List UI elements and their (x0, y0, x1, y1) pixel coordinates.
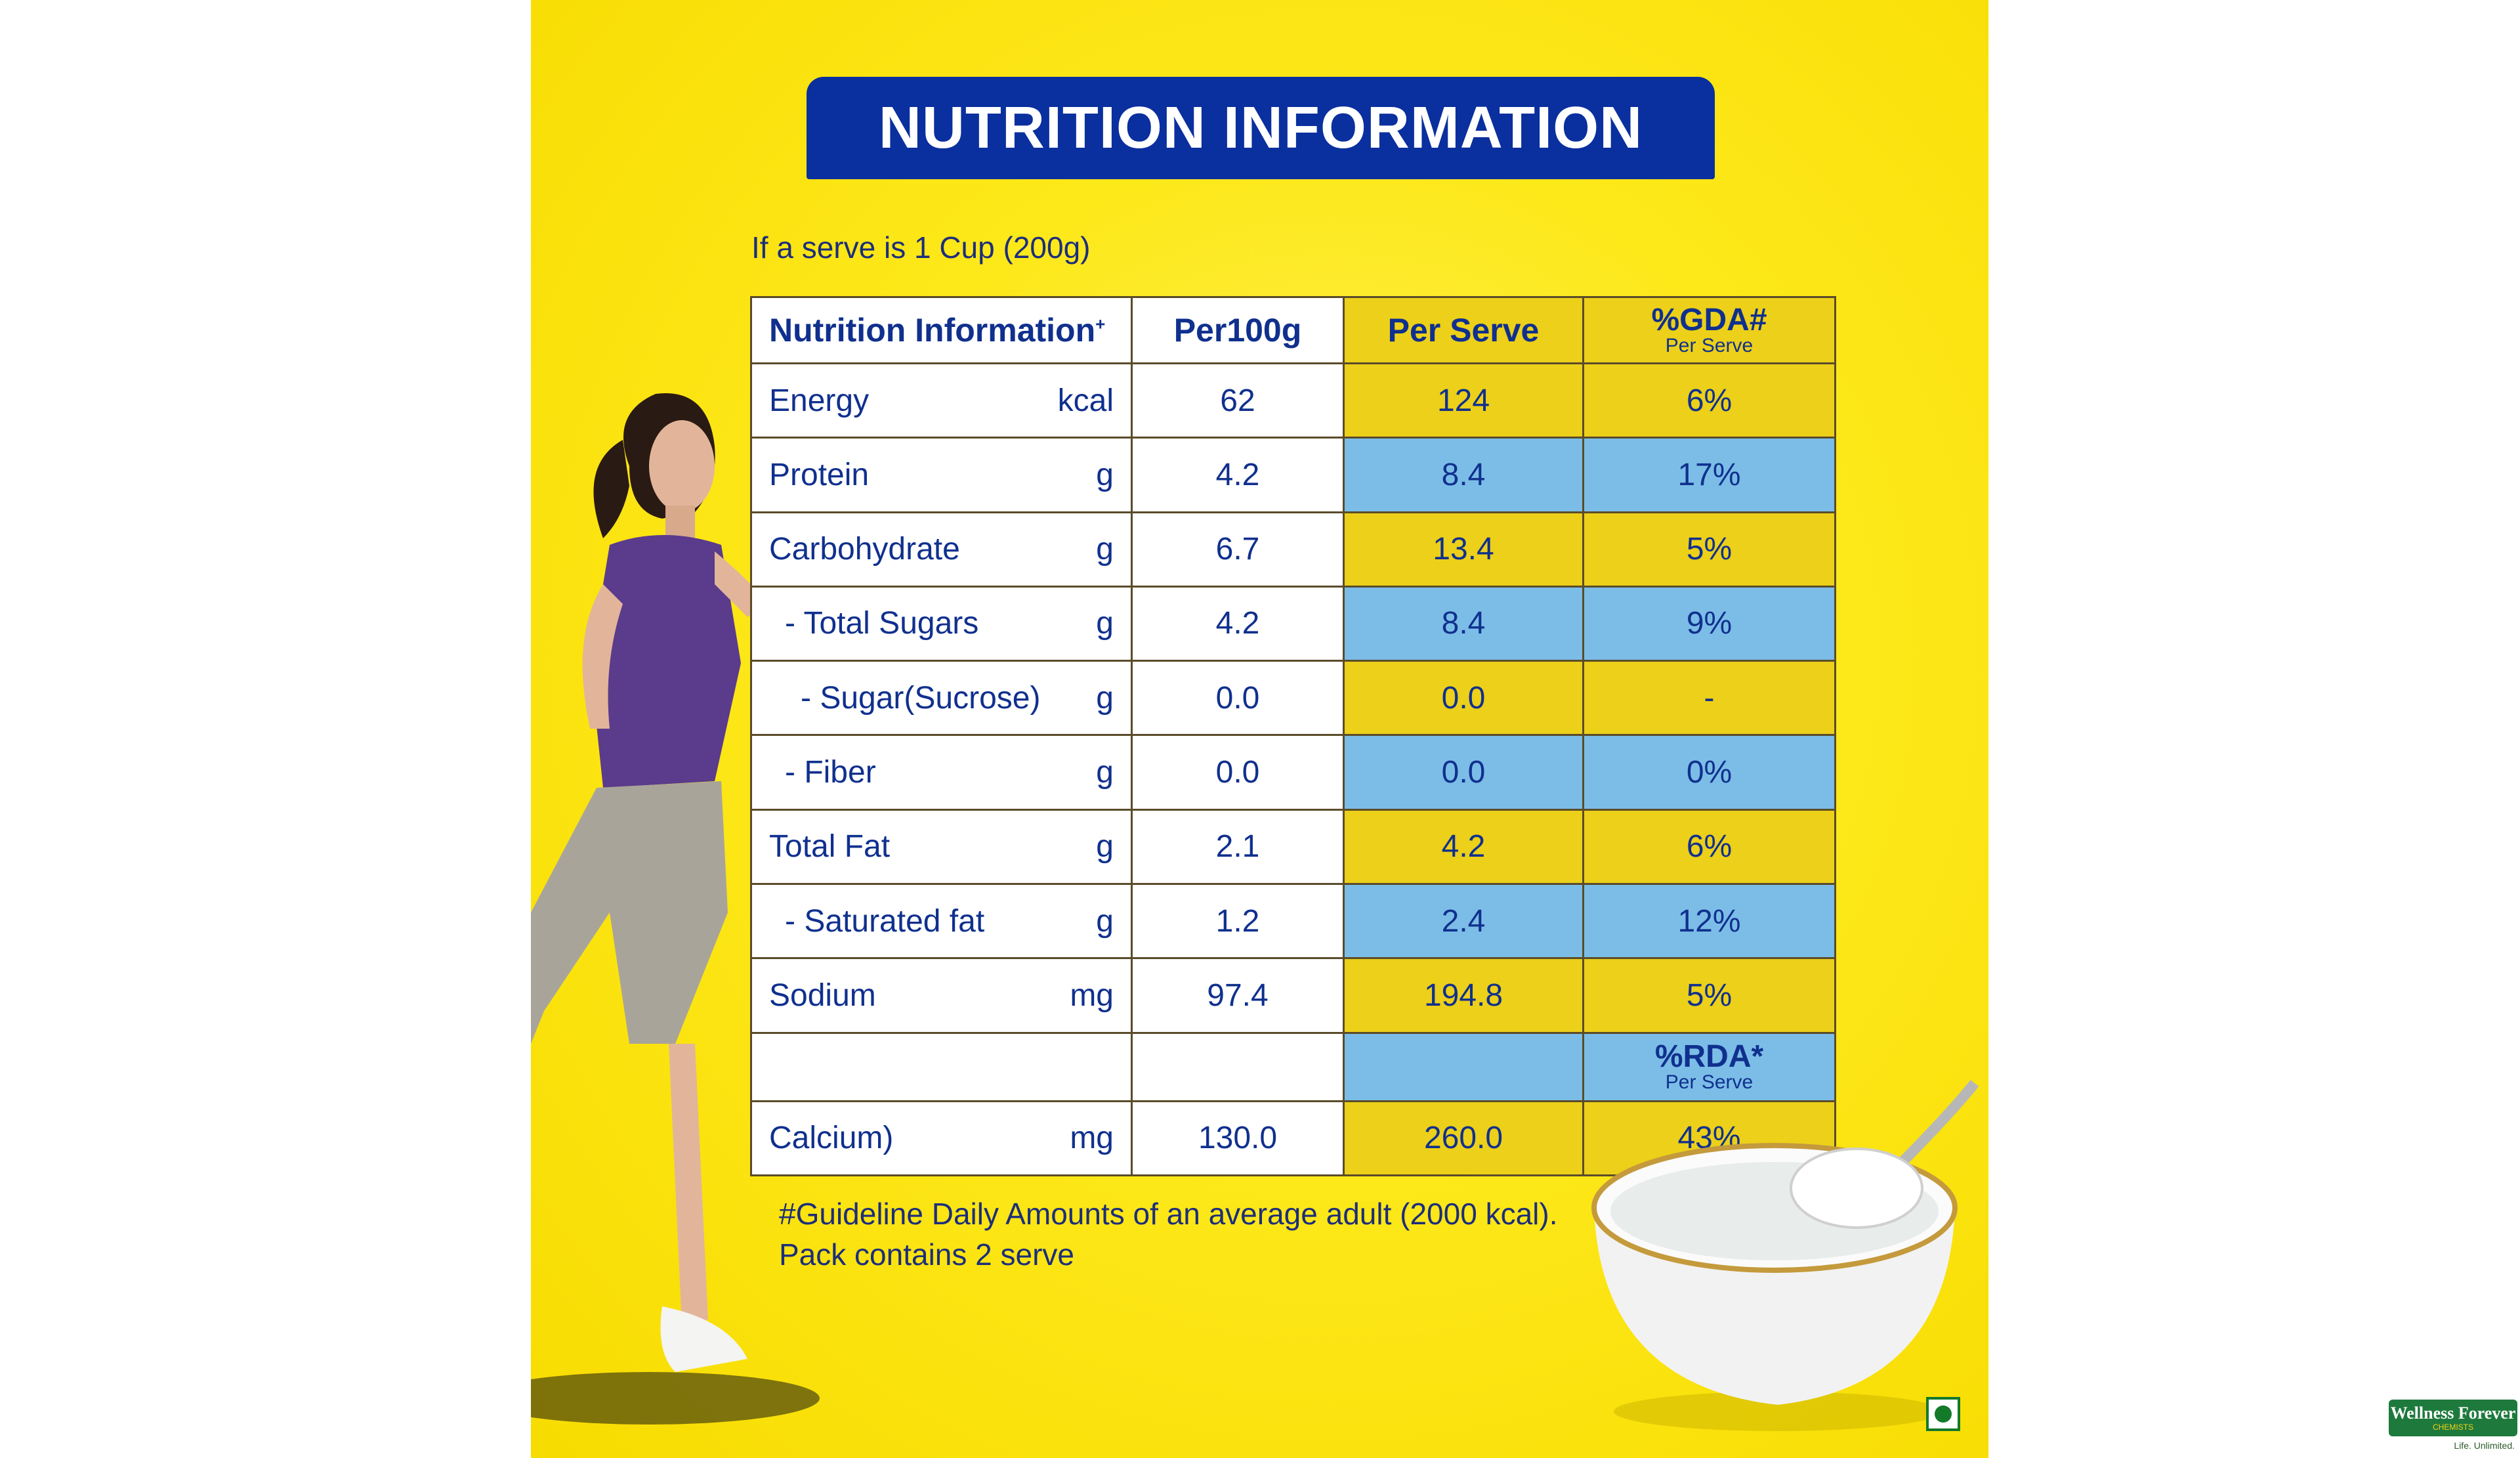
woman-running-image (531, 393, 820, 1425)
nutrient-unit: g (1096, 457, 1114, 492)
product-panel: NUTRITION INFORMATION If a serve is 1 Cu… (531, 0, 1988, 1458)
nutrient-name: Protein (769, 457, 870, 492)
table-row: Total Fat g 2.1 4.2 6% (750, 808, 1836, 886)
rda-header-row: %RDA* Per Serve (750, 1031, 1836, 1102)
table-row: - Total Sugars g 4.2 8.4 9% (750, 585, 1836, 662)
footnote-gda: #Guideline Daily Amounts of an average a… (779, 1197, 1558, 1231)
table-header-row: Nutrition Information+ Per100g Per Serve… (750, 296, 1836, 364)
value-per-serve: 0.0 (1343, 734, 1584, 811)
table-row: - Saturated fat g 1.2 2.4 12% (750, 883, 1836, 960)
nutrient-name: Carbohydrate (769, 532, 960, 567)
nutrient-unit: kcal (1057, 383, 1114, 418)
nutrient-unit: mg (1070, 1121, 1114, 1156)
nutrient-unit: g (1096, 903, 1114, 939)
header-gda: %GDA# Per Serve (1582, 296, 1836, 364)
value-per-100g: 0.0 (1131, 734, 1345, 811)
nutrient-name: Calcium) (769, 1121, 894, 1156)
nutrient-name: - Total Sugars (785, 606, 979, 641)
nutrient-unit: g (1096, 680, 1114, 716)
nutrient-unit: mg (1070, 977, 1114, 1013)
value-per-100g: 6.7 (1131, 511, 1345, 588)
table-row: Carbohydrate g 6.7 13.4 5% (750, 511, 1836, 588)
value-per-serve: 124 (1343, 362, 1584, 439)
value-per-100g: 4.2 (1131, 585, 1345, 662)
nutrient-unit: g (1096, 829, 1114, 865)
value-per-100g: 130.0 (1131, 1100, 1345, 1177)
value-gda: 0% (1582, 734, 1836, 811)
veg-mark-icon (1926, 1397, 1960, 1431)
nutrient-name: - Saturated fat (785, 903, 985, 939)
page-title: NUTRITION INFORMATION (878, 95, 1643, 161)
value-per-serve: 13.4 (1343, 511, 1584, 588)
value-gda: 6% (1582, 362, 1836, 439)
value-gda: 12% (1582, 883, 1836, 960)
value-gda: 17% (1582, 437, 1836, 513)
nutrient-name: - Fiber (785, 755, 876, 790)
value-per-serve: 194.8 (1343, 957, 1584, 1034)
serve-note: If a serve is 1 Cup (200g) (751, 230, 1091, 265)
header-per-100g: Per100g (1131, 296, 1345, 364)
header-rda: %RDA* Per Serve (1582, 1031, 1836, 1102)
table-row: Sodium mg 97.4 194.8 5% (750, 957, 1836, 1034)
value-per-serve: 0.0 (1343, 660, 1584, 737)
curd-bowl-image (1591, 1080, 1979, 1431)
title-banner: NUTRITION INFORMATION (807, 77, 1715, 179)
table-row: Energy kcal 62 124 6% (750, 362, 1836, 439)
value-per-serve: 2.4 (1343, 883, 1584, 960)
value-per-100g: 1.2 (1131, 883, 1345, 960)
value-per-serve: 8.4 (1343, 437, 1584, 513)
header-nutrition-information: Nutrition Information+ (750, 296, 1133, 364)
nutrient-name: - Sugar(Sucrose) (801, 680, 1041, 716)
footnote-pack: Pack contains 2 serve (779, 1237, 1075, 1272)
value-per-serve: 8.4 (1343, 585, 1584, 662)
value-gda: 6% (1582, 808, 1836, 886)
table-row: - Sugar(Sucrose) g 0.0 0.0- (750, 660, 1836, 737)
footnote: #Guideline Daily Amounts of an average a… (779, 1193, 1557, 1275)
table-row-calcium: Calcium) mg 130.0 260.0 43% (750, 1100, 1836, 1177)
value-gda: 5% (1582, 511, 1836, 588)
value-gda: 5% (1582, 957, 1836, 1034)
nutrient-unit: g (1096, 755, 1114, 790)
nutrient-unit: g (1096, 532, 1114, 567)
value-gda: 9% (1582, 585, 1836, 662)
value-per-serve: 260.0 (1343, 1100, 1584, 1177)
value-per-serve: 4.2 (1343, 808, 1584, 886)
value-per-100g: 62 (1131, 362, 1345, 439)
wellness-forever-logo: Wellness Forever CHEMISTS Life. Unlimite… (2389, 1400, 2517, 1456)
value-per-100g: 0.0 (1131, 660, 1345, 737)
nutrient-name: Energy (769, 383, 870, 418)
header-per-serve: Per Serve (1343, 296, 1584, 364)
value-per-100g: 2.1 (1131, 808, 1345, 886)
value-per-100g: 4.2 (1131, 437, 1345, 513)
nutrition-table: Nutrition Information+ Per100g Per Serve… (750, 296, 1836, 1177)
value-per-100g: 97.4 (1131, 957, 1345, 1034)
table-row: - Fiber g 0.0 0.0 0% (750, 734, 1836, 811)
nutrient-name: Total Fat (769, 829, 891, 865)
table-row: Protein g 4.2 8.4 17% (750, 437, 1836, 513)
nutrient-name: Sodium (769, 977, 876, 1013)
value-gda: - (1582, 660, 1836, 737)
nutrient-unit: g (1096, 606, 1114, 641)
